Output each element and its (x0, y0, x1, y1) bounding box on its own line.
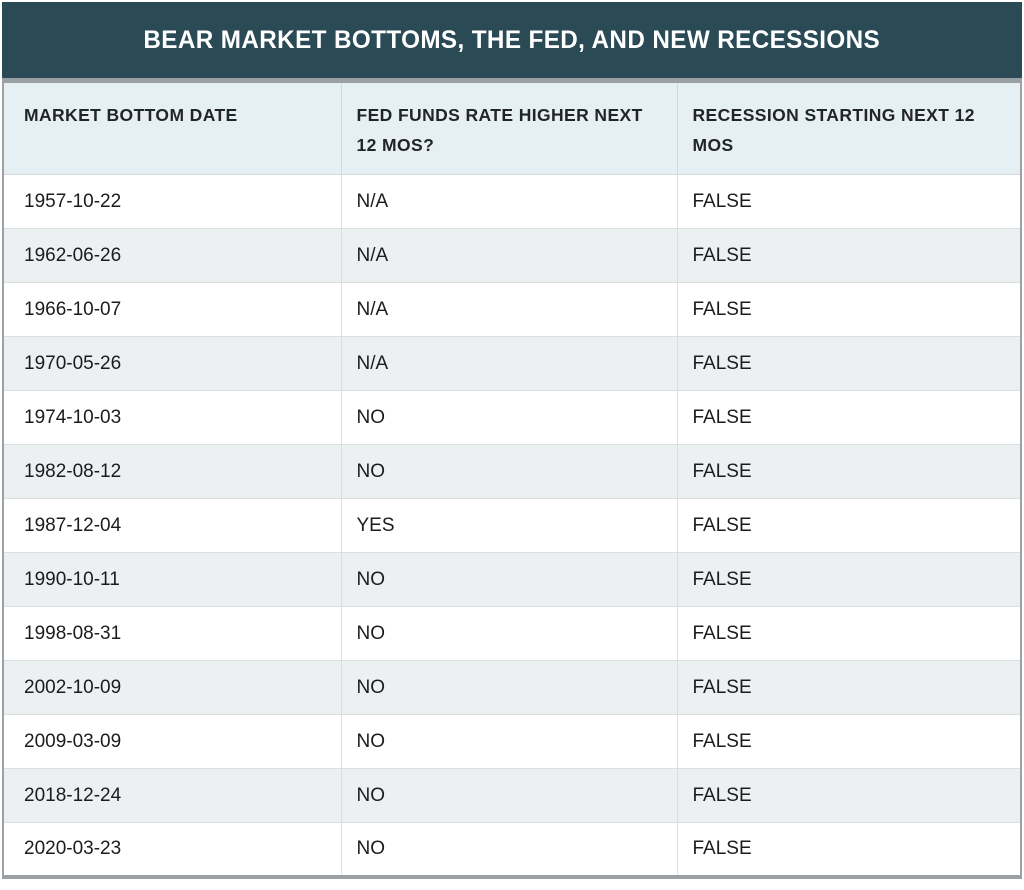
recession-cell: FALSE (677, 822, 1021, 877)
recession-cell: FALSE (677, 498, 1021, 553)
table-row: 2018-12-24 NO FALSE (3, 768, 1021, 823)
table-row: 1974-10-03 NO FALSE (3, 390, 1021, 445)
table-row: 2020-03-23 NO FALSE (3, 822, 1021, 877)
table-row: 1970-05-26 N/A FALSE (3, 336, 1021, 391)
date-cell: 2018-12-24 (3, 768, 342, 823)
fed-funds-cell: YES (341, 498, 678, 553)
fed-funds-cell: NO (341, 606, 678, 661)
table-row: 1962-06-26 N/A FALSE (3, 228, 1021, 283)
date-cell: 1998-08-31 (3, 606, 342, 661)
bear-market-table: MARKET BOTTOM DATE FED FUNDS RATE HIGHER… (2, 78, 1022, 879)
date-cell: 2009-03-09 (3, 714, 342, 769)
table-row: 1966-10-07 N/A FALSE (3, 282, 1021, 337)
recession-cell: FALSE (677, 714, 1021, 769)
recession-cell: FALSE (677, 282, 1021, 337)
recession-cell: FALSE (677, 390, 1021, 445)
date-cell: 1974-10-03 (3, 390, 342, 445)
date-cell: 1957-10-22 (3, 174, 342, 229)
fed-funds-cell: N/A (341, 282, 678, 337)
table-row: 1990-10-11 NO FALSE (3, 552, 1021, 607)
fed-funds-cell: NO (341, 444, 678, 499)
fed-funds-cell: N/A (341, 336, 678, 391)
recession-cell: FALSE (677, 444, 1021, 499)
table-row: 1982-08-12 NO FALSE (3, 444, 1021, 499)
recession-cell: FALSE (677, 606, 1021, 661)
date-cell: 2002-10-09 (3, 660, 342, 715)
header-row: MARKET BOTTOM DATE FED FUNDS RATE HIGHER… (3, 80, 1021, 175)
recession-cell: FALSE (677, 768, 1021, 823)
date-cell: 1990-10-11 (3, 552, 342, 607)
date-cell: 2020-03-23 (3, 822, 342, 877)
fed-funds-cell: N/A (341, 174, 678, 229)
table-row: 1987-12-04 YES FALSE (3, 498, 1021, 553)
column-header-fed-funds-rate: FED FUNDS RATE HIGHER NEXT 12 MOS? (341, 80, 678, 175)
recession-cell: FALSE (677, 552, 1021, 607)
column-header-market-bottom-date: MARKET BOTTOM DATE (3, 80, 342, 175)
table-row: 2002-10-09 NO FALSE (3, 660, 1021, 715)
table-title: BEAR MARKET BOTTOMS, THE FED, AND NEW RE… (143, 25, 881, 54)
recession-cell: FALSE (692, 190, 752, 212)
fed-funds-cell: NO (341, 768, 678, 823)
table-header: MARKET BOTTOM DATE FED FUNDS RATE HIGHER… (3, 80, 1021, 175)
table-row: 1957-10-22 N/A FALSE (3, 174, 1021, 229)
table-body: 1957-10-22 N/A FALSE 1962-06-26 N/A FALSE 1966… (3, 174, 1021, 877)
date-cell: 1962-06-26 (3, 228, 342, 283)
table-row: 1998-08-31 NO FALSE (3, 606, 1021, 661)
table-row: 2009-03-09 NO FALSE (3, 714, 1021, 769)
column-header-recession-starting: RECESSION STARTING NEXT 12 MOS (677, 80, 1021, 175)
fed-funds-cell: NO (341, 552, 678, 607)
date-cell: 1966-10-07 (3, 282, 342, 337)
fed-funds-cell: N/A (341, 228, 678, 283)
recession-cell: FALSE (677, 660, 1021, 715)
fed-funds-cell: NO (341, 660, 678, 715)
fed-funds-cell: NO (341, 390, 678, 445)
recession-cell: FALSE (677, 228, 1021, 283)
title-bar: BEAR MARKET BOTTOMS, THE FED, AND NEW RE… (2, 2, 1022, 78)
fed-funds-cell: NO (341, 822, 678, 877)
date-cell: 1970-05-26 (3, 336, 342, 391)
fed-funds-cell: NO (341, 714, 678, 769)
date-cell: 1982-08-12 (3, 444, 342, 499)
recession-cell: FALSE (677, 336, 1021, 391)
date-cell: 1987-12-04 (3, 498, 342, 553)
